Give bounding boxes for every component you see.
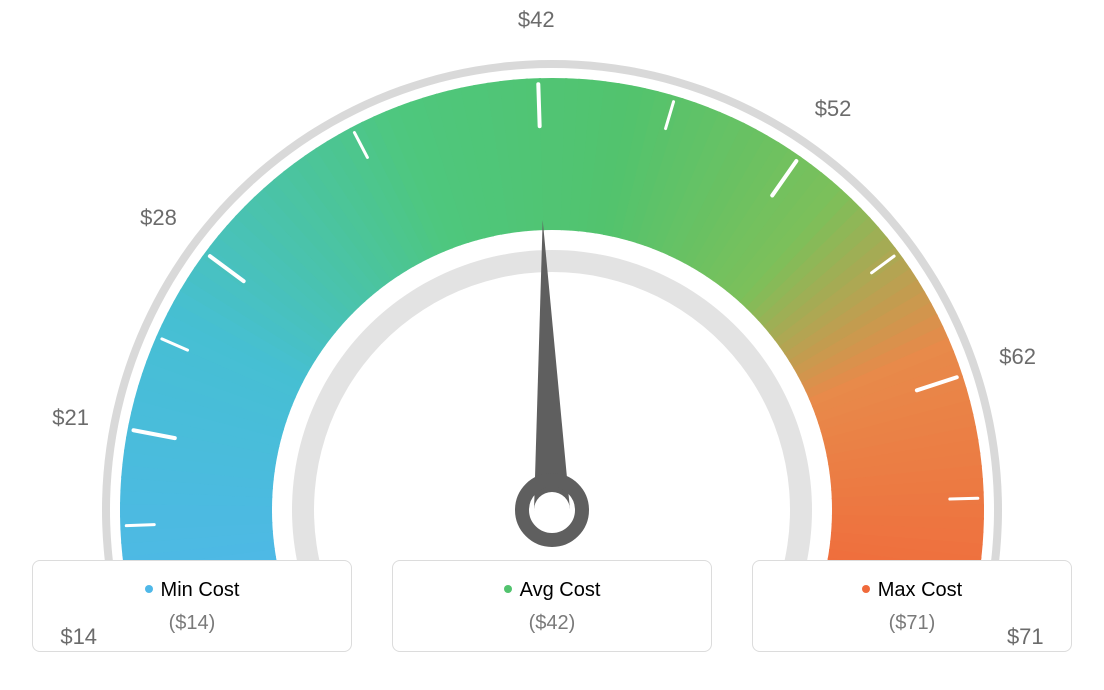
gauge-tick-label: $71 [1007, 624, 1044, 650]
gauge-tick-label: $62 [999, 344, 1036, 370]
bullet-icon [862, 585, 870, 593]
gauge-tick-label: $14 [60, 624, 97, 650]
gauge-svg [0, 0, 1104, 560]
gauge-tick-label: $52 [815, 96, 852, 122]
legend-avg-value: ($42) [393, 612, 711, 635]
legend-row: Min Cost ($14) Avg Cost ($42) Max Cost (… [0, 560, 1104, 652]
legend-min-title: Min Cost [33, 579, 351, 602]
gauge-tick-label: $21 [52, 405, 89, 431]
gauge-tick-label: $42 [518, 7, 555, 33]
legend-max-label: Max Cost [878, 579, 962, 601]
legend-avg-title: Avg Cost [393, 579, 711, 602]
bullet-icon [145, 585, 153, 593]
cost-gauge: $14$21$28$42$52$62$71 [0, 0, 1104, 560]
bullet-icon [504, 585, 512, 593]
legend-avg-label: Avg Cost [520, 579, 601, 601]
gauge-tick-label: $28 [140, 205, 177, 231]
legend-card-avg: Avg Cost ($42) [392, 560, 712, 652]
legend-min-label: Min Cost [161, 579, 240, 601]
legend-max-title: Max Cost [753, 579, 1071, 602]
